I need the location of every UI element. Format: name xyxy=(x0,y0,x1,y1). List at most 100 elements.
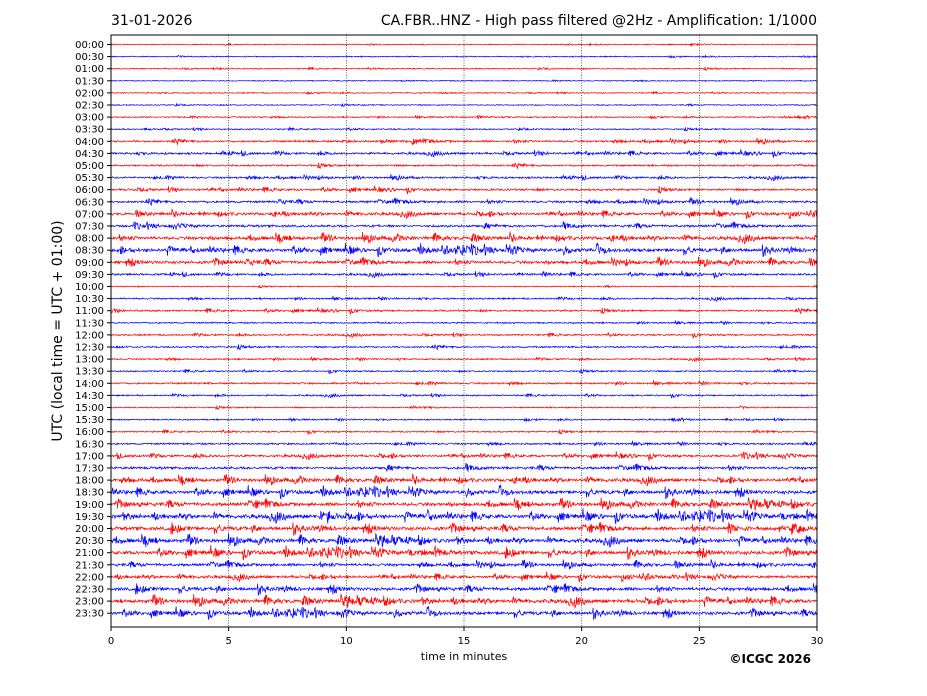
trace-row xyxy=(110,196,818,206)
x-tick-label: 15 xyxy=(458,636,471,647)
trace-row xyxy=(110,473,818,487)
trace-row xyxy=(110,484,818,500)
trace-row xyxy=(110,126,818,132)
trace-row xyxy=(110,451,818,462)
trace-row xyxy=(110,256,818,268)
row-time-label: 06:30 xyxy=(75,197,104,208)
trace-row xyxy=(110,185,818,195)
row-time-label: 00:00 xyxy=(75,40,104,51)
row-time-label: 21:00 xyxy=(75,548,104,559)
row-time-label: 20:30 xyxy=(75,536,104,547)
x-tick-label: 5 xyxy=(225,636,231,647)
plot-frame xyxy=(110,34,818,628)
trace-row xyxy=(110,356,818,362)
trace-row xyxy=(110,242,818,258)
y-axis-label: UTC (local time = UTC + 01:00) xyxy=(50,220,66,441)
row-time-label: 08:30 xyxy=(75,246,104,257)
row-time-label: 18:00 xyxy=(75,476,104,487)
trace-row xyxy=(110,508,818,525)
row-time-label: 10:00 xyxy=(75,282,104,293)
trace-row xyxy=(110,605,818,620)
row-time-label: 05:00 xyxy=(75,161,104,172)
trace-row xyxy=(110,66,818,71)
trace-row xyxy=(110,231,818,245)
row-time-label: 17:00 xyxy=(75,451,104,462)
trace-row xyxy=(110,392,818,399)
row-time-label: 15:00 xyxy=(75,403,104,414)
row-time-label: 16:00 xyxy=(75,427,104,438)
trace-row xyxy=(110,320,818,326)
row-time-label: 17:30 xyxy=(75,464,104,475)
row-time-label: 04:00 xyxy=(75,137,104,148)
trace-row xyxy=(110,462,818,472)
row-time-label: 03:30 xyxy=(75,125,104,136)
x-tick-label: 20 xyxy=(575,636,588,647)
trace-row xyxy=(110,307,818,315)
row-time-label: 22:00 xyxy=(75,572,104,583)
row-time-label: 16:30 xyxy=(75,439,104,450)
row-time-label: 20:00 xyxy=(75,524,104,535)
row-time-label: 23:30 xyxy=(75,609,104,620)
trace-row xyxy=(110,79,818,83)
trace-row xyxy=(110,571,818,583)
row-time-label: 00:30 xyxy=(75,52,104,63)
trace-row xyxy=(110,380,818,387)
trace-row xyxy=(110,149,818,159)
row-time-label: 09:00 xyxy=(75,258,104,269)
trace-row xyxy=(110,344,818,351)
trace-row xyxy=(110,583,818,596)
x-tick-label: 30 xyxy=(811,636,824,647)
trace-row xyxy=(110,90,818,96)
row-time-label: 13:30 xyxy=(75,367,104,378)
trace-row xyxy=(110,208,818,220)
trace-row xyxy=(110,284,818,289)
row-time-label: 02:30 xyxy=(75,101,104,112)
row-time-label: 22:30 xyxy=(75,585,104,596)
row-time-label: 21:30 xyxy=(75,560,104,571)
seismic-traces xyxy=(110,42,818,620)
trace-row xyxy=(110,428,818,435)
row-time-label: 02:00 xyxy=(75,88,104,99)
row-time-label: 04:30 xyxy=(75,149,104,160)
row-time-label: 11:00 xyxy=(75,306,104,317)
trace-row xyxy=(110,440,818,447)
trace-row xyxy=(110,54,818,59)
trace-row xyxy=(110,42,818,47)
row-time-label: 07:30 xyxy=(75,222,104,233)
row-time-label: 14:00 xyxy=(75,379,104,390)
trace-row xyxy=(110,114,818,120)
trace-row xyxy=(110,544,818,561)
row-time-label: 14:30 xyxy=(75,391,104,402)
trace-row xyxy=(110,532,818,548)
row-time-label: 12:00 xyxy=(75,330,104,341)
x-tick-label: 25 xyxy=(693,636,706,647)
x-axis: 0 5 10 15 20 25 30 xyxy=(108,627,824,647)
row-time-label: 10:30 xyxy=(75,294,104,305)
row-time-label: 06:00 xyxy=(75,185,104,196)
row-time-label: 18:30 xyxy=(75,488,104,499)
row-time-label: 05:30 xyxy=(75,173,104,184)
row-time-label: 23:00 xyxy=(75,597,104,608)
trace-row xyxy=(110,137,818,146)
x-axis-label: time in minutes xyxy=(421,650,508,663)
trace-row xyxy=(110,593,818,609)
trace-row xyxy=(110,331,818,339)
trace-row xyxy=(110,220,818,231)
trace-row xyxy=(110,416,818,423)
trace-row xyxy=(110,295,818,302)
trace-row xyxy=(110,496,818,511)
trace-row xyxy=(110,174,818,182)
trace-row xyxy=(110,102,818,108)
row-time-label: 15:30 xyxy=(75,415,104,426)
row-time-label: 13:00 xyxy=(75,355,104,366)
row-time-label: 08:00 xyxy=(75,234,104,245)
row-time-label: 19:00 xyxy=(75,500,104,511)
row-time-label: 03:00 xyxy=(75,113,104,124)
x-tick-label: 10 xyxy=(340,636,353,647)
trace-row xyxy=(110,270,818,280)
row-time-label: 01:30 xyxy=(75,76,104,87)
trace-row xyxy=(110,162,818,170)
trace-row xyxy=(110,521,818,536)
chart-title: CA.FBR..HNZ - High pass filtered @2Hz - … xyxy=(381,13,817,29)
